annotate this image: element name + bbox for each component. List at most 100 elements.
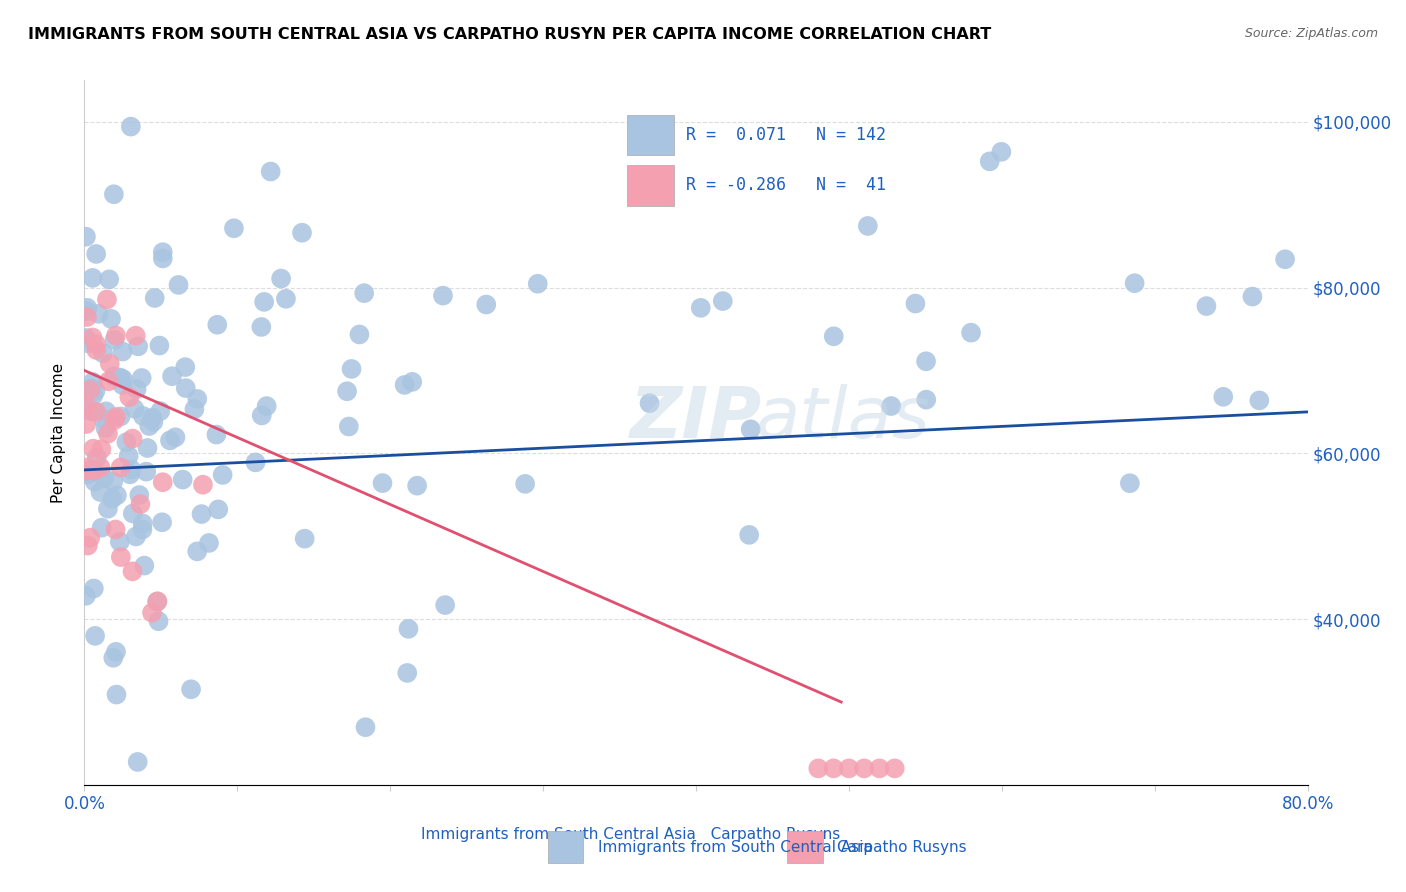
Carpatho Rusyns — [823, 761, 845, 775]
Immigrants from South Central Asia — [132, 409, 155, 423]
Immigrants from South Central Asia — [121, 507, 143, 521]
Bar — [548, 831, 583, 863]
Immigrants from South Central Asia — [915, 354, 938, 368]
Immigrants from South Central Asia — [90, 521, 112, 535]
Immigrants from South Central Asia — [190, 507, 212, 521]
Carpatho Rusyns — [83, 463, 105, 477]
Immigrants from South Central Asia — [131, 371, 153, 385]
Immigrants from South Central Asia — [86, 450, 108, 465]
Immigrants from South Central Asia — [76, 301, 98, 315]
Immigrants from South Central Asia — [245, 455, 267, 469]
Carpatho Rusyns — [79, 531, 101, 545]
Immigrants from South Central Asia — [434, 598, 457, 612]
Immigrants from South Central Asia — [111, 344, 134, 359]
Immigrants from South Central Asia — [222, 221, 245, 235]
Carpatho Rusyns — [79, 383, 101, 397]
Immigrants from South Central Asia — [103, 369, 125, 384]
Carpatho Rusyns — [103, 413, 125, 427]
Carpatho Rusyns — [121, 432, 143, 446]
Immigrants from South Central Asia — [394, 378, 416, 392]
Immigrants from South Central Asia — [990, 145, 1012, 159]
Carpatho Rusyns — [84, 337, 107, 351]
Immigrants from South Central Asia — [160, 369, 183, 384]
Immigrants from South Central Asia — [108, 370, 131, 384]
Immigrants from South Central Asia — [198, 536, 221, 550]
Immigrants from South Central Asia — [740, 422, 762, 436]
Immigrants from South Central Asia — [211, 467, 233, 482]
Bar — [627, 165, 673, 205]
Immigrants from South Central Asia — [134, 558, 156, 573]
Immigrants from South Central Asia — [76, 304, 98, 318]
Immigrants from South Central Asia — [103, 187, 125, 202]
Carpatho Rusyns — [104, 328, 127, 343]
Immigrants from South Central Asia — [120, 120, 142, 134]
Immigrants from South Central Asia — [83, 475, 105, 489]
Immigrants from South Central Asia — [132, 516, 155, 531]
Immigrants from South Central Asia — [101, 475, 124, 489]
Immigrants from South Central Asia — [76, 336, 98, 351]
Text: R =  0.071   N = 142: R = 0.071 N = 142 — [686, 126, 886, 144]
Immigrants from South Central Asia — [105, 688, 128, 702]
Immigrants from South Central Asia — [148, 614, 170, 628]
Immigrants from South Central Asia — [82, 388, 104, 402]
Immigrants from South Central Asia — [84, 629, 107, 643]
Carpatho Rusyns — [76, 539, 98, 553]
Immigrants from South Central Asia — [880, 399, 903, 413]
Immigrants from South Central Asia — [101, 491, 124, 506]
Carpatho Rusyns — [110, 550, 132, 565]
Immigrants from South Central Asia — [82, 375, 104, 389]
Immigrants from South Central Asia — [1249, 393, 1271, 408]
Text: ZIP: ZIP — [630, 384, 762, 453]
Carpatho Rusyns — [97, 374, 120, 388]
Carpatho Rusyns — [807, 761, 830, 775]
Carpatho Rusyns — [76, 310, 98, 324]
Immigrants from South Central Asia — [270, 271, 292, 285]
Immigrants from South Central Asia — [149, 404, 172, 418]
Immigrants from South Central Asia — [398, 622, 420, 636]
Immigrants from South Central Asia — [738, 528, 761, 542]
Carpatho Rusyns — [191, 477, 214, 491]
Text: Carpatho Rusyns: Carpatho Rusyns — [696, 827, 841, 842]
Immigrants from South Central Asia — [84, 384, 107, 398]
Immigrants from South Central Asia — [979, 154, 1001, 169]
Carpatho Rusyns — [76, 464, 98, 478]
Immigrants from South Central Asia — [118, 449, 141, 463]
Immigrants from South Central Asia — [180, 682, 202, 697]
Y-axis label: Per Capita Income: Per Capita Income — [51, 362, 66, 503]
Immigrants from South Central Asia — [127, 339, 149, 353]
Carpatho Rusyns — [89, 460, 111, 475]
Carpatho Rusyns — [84, 405, 107, 419]
Carpatho Rusyns — [838, 761, 860, 775]
Immigrants from South Central Asia — [125, 382, 148, 396]
Immigrants from South Central Asia — [111, 378, 134, 392]
Immigrants from South Central Asia — [83, 582, 105, 596]
Immigrants from South Central Asia — [371, 476, 394, 491]
Immigrants from South Central Asia — [1195, 299, 1218, 313]
Carpatho Rusyns — [77, 460, 100, 475]
Immigrants from South Central Asia — [250, 320, 273, 334]
Carpatho Rusyns — [82, 330, 104, 344]
Immigrants from South Central Asia — [340, 362, 363, 376]
Immigrants from South Central Asia — [105, 488, 128, 502]
Text: IMMIGRANTS FROM SOUTH CENTRAL ASIA VS CARPATHO RUSYN PER CAPITA INCOME CORRELATI: IMMIGRANTS FROM SOUTH CENTRAL ASIA VS CA… — [28, 27, 991, 42]
Immigrants from South Central Asia — [135, 465, 157, 479]
Bar — [627, 114, 673, 155]
Carpatho Rusyns — [141, 606, 163, 620]
Immigrants from South Central Asia — [396, 665, 419, 680]
Immigrants from South Central Asia — [1241, 289, 1264, 303]
Bar — [787, 831, 823, 863]
Immigrants from South Central Asia — [205, 427, 228, 442]
Immigrants from South Central Asia — [638, 396, 661, 410]
Carpatho Rusyns — [110, 460, 132, 475]
Text: Carpatho Rusyns: Carpatho Rusyns — [837, 840, 966, 855]
Immigrants from South Central Asia — [80, 404, 103, 418]
Immigrants from South Central Asia — [174, 381, 197, 395]
Text: Immigrants from South Central Asia: Immigrants from South Central Asia — [420, 827, 696, 842]
Immigrants from South Central Asia — [159, 434, 181, 448]
Immigrants from South Central Asia — [94, 404, 117, 418]
Immigrants from South Central Asia — [80, 382, 103, 396]
Immigrants from South Central Asia — [183, 402, 205, 417]
Immigrants from South Central Asia — [94, 421, 117, 435]
Immigrants from South Central Asia — [104, 333, 127, 347]
Immigrants from South Central Asia — [294, 532, 316, 546]
